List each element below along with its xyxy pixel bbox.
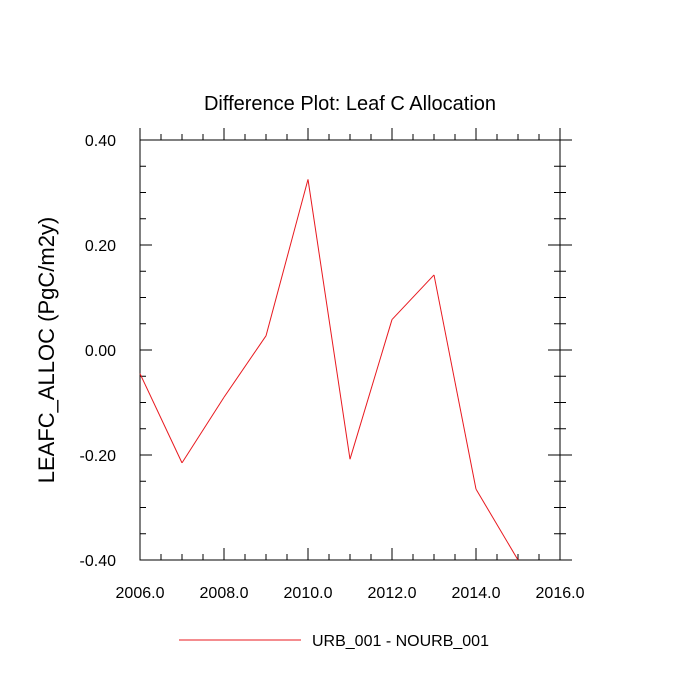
series-line-segment	[349, 319, 393, 460]
y-tick-label: 0.40	[85, 133, 116, 150]
series-line-segment	[307, 179, 351, 460]
plot-area-frame	[139, 139, 561, 561]
y-tick-label: 0.20	[85, 238, 116, 255]
x-tick-label: 2016.0	[536, 585, 585, 602]
series-line-segment	[265, 179, 309, 336]
series-line-segment	[139, 373, 183, 464]
series-line-segment	[433, 274, 477, 490]
axis-ticks	[139, 128, 572, 561]
y-axis-label: LEAFC_ALLOC (PgC/m2y)	[34, 217, 59, 484]
y-tick-label: -0.40	[80, 553, 117, 570]
axis-tick-labels: 2006.0 2008.0 2010.0 2012.0 2014.0 2016.0 0.40…	[80, 133, 585, 602]
series-line-segment	[475, 488, 519, 561]
legend-label: URB_001 - NOURB_001	[312, 633, 489, 650]
x-tick-label: 2006.0	[116, 585, 165, 602]
series-layer	[139, 179, 519, 561]
x-tick-label: 2014.0	[452, 585, 501, 602]
x-tick-label: 2008.0	[200, 585, 249, 602]
legend: URB_001 - NOURB_001	[179, 633, 489, 650]
y-tick-label: -0.20	[80, 448, 117, 465]
y-tick-label: 0.00	[85, 343, 116, 360]
series-line-segment	[391, 274, 435, 320]
chart-title: Difference Plot: Leaf C Allocation	[204, 93, 496, 115]
series-line-segment	[223, 335, 267, 398]
x-tick-label: 2012.0	[368, 585, 417, 602]
x-tick-label: 2010.0	[284, 585, 333, 602]
series-line-segment	[181, 396, 225, 464]
